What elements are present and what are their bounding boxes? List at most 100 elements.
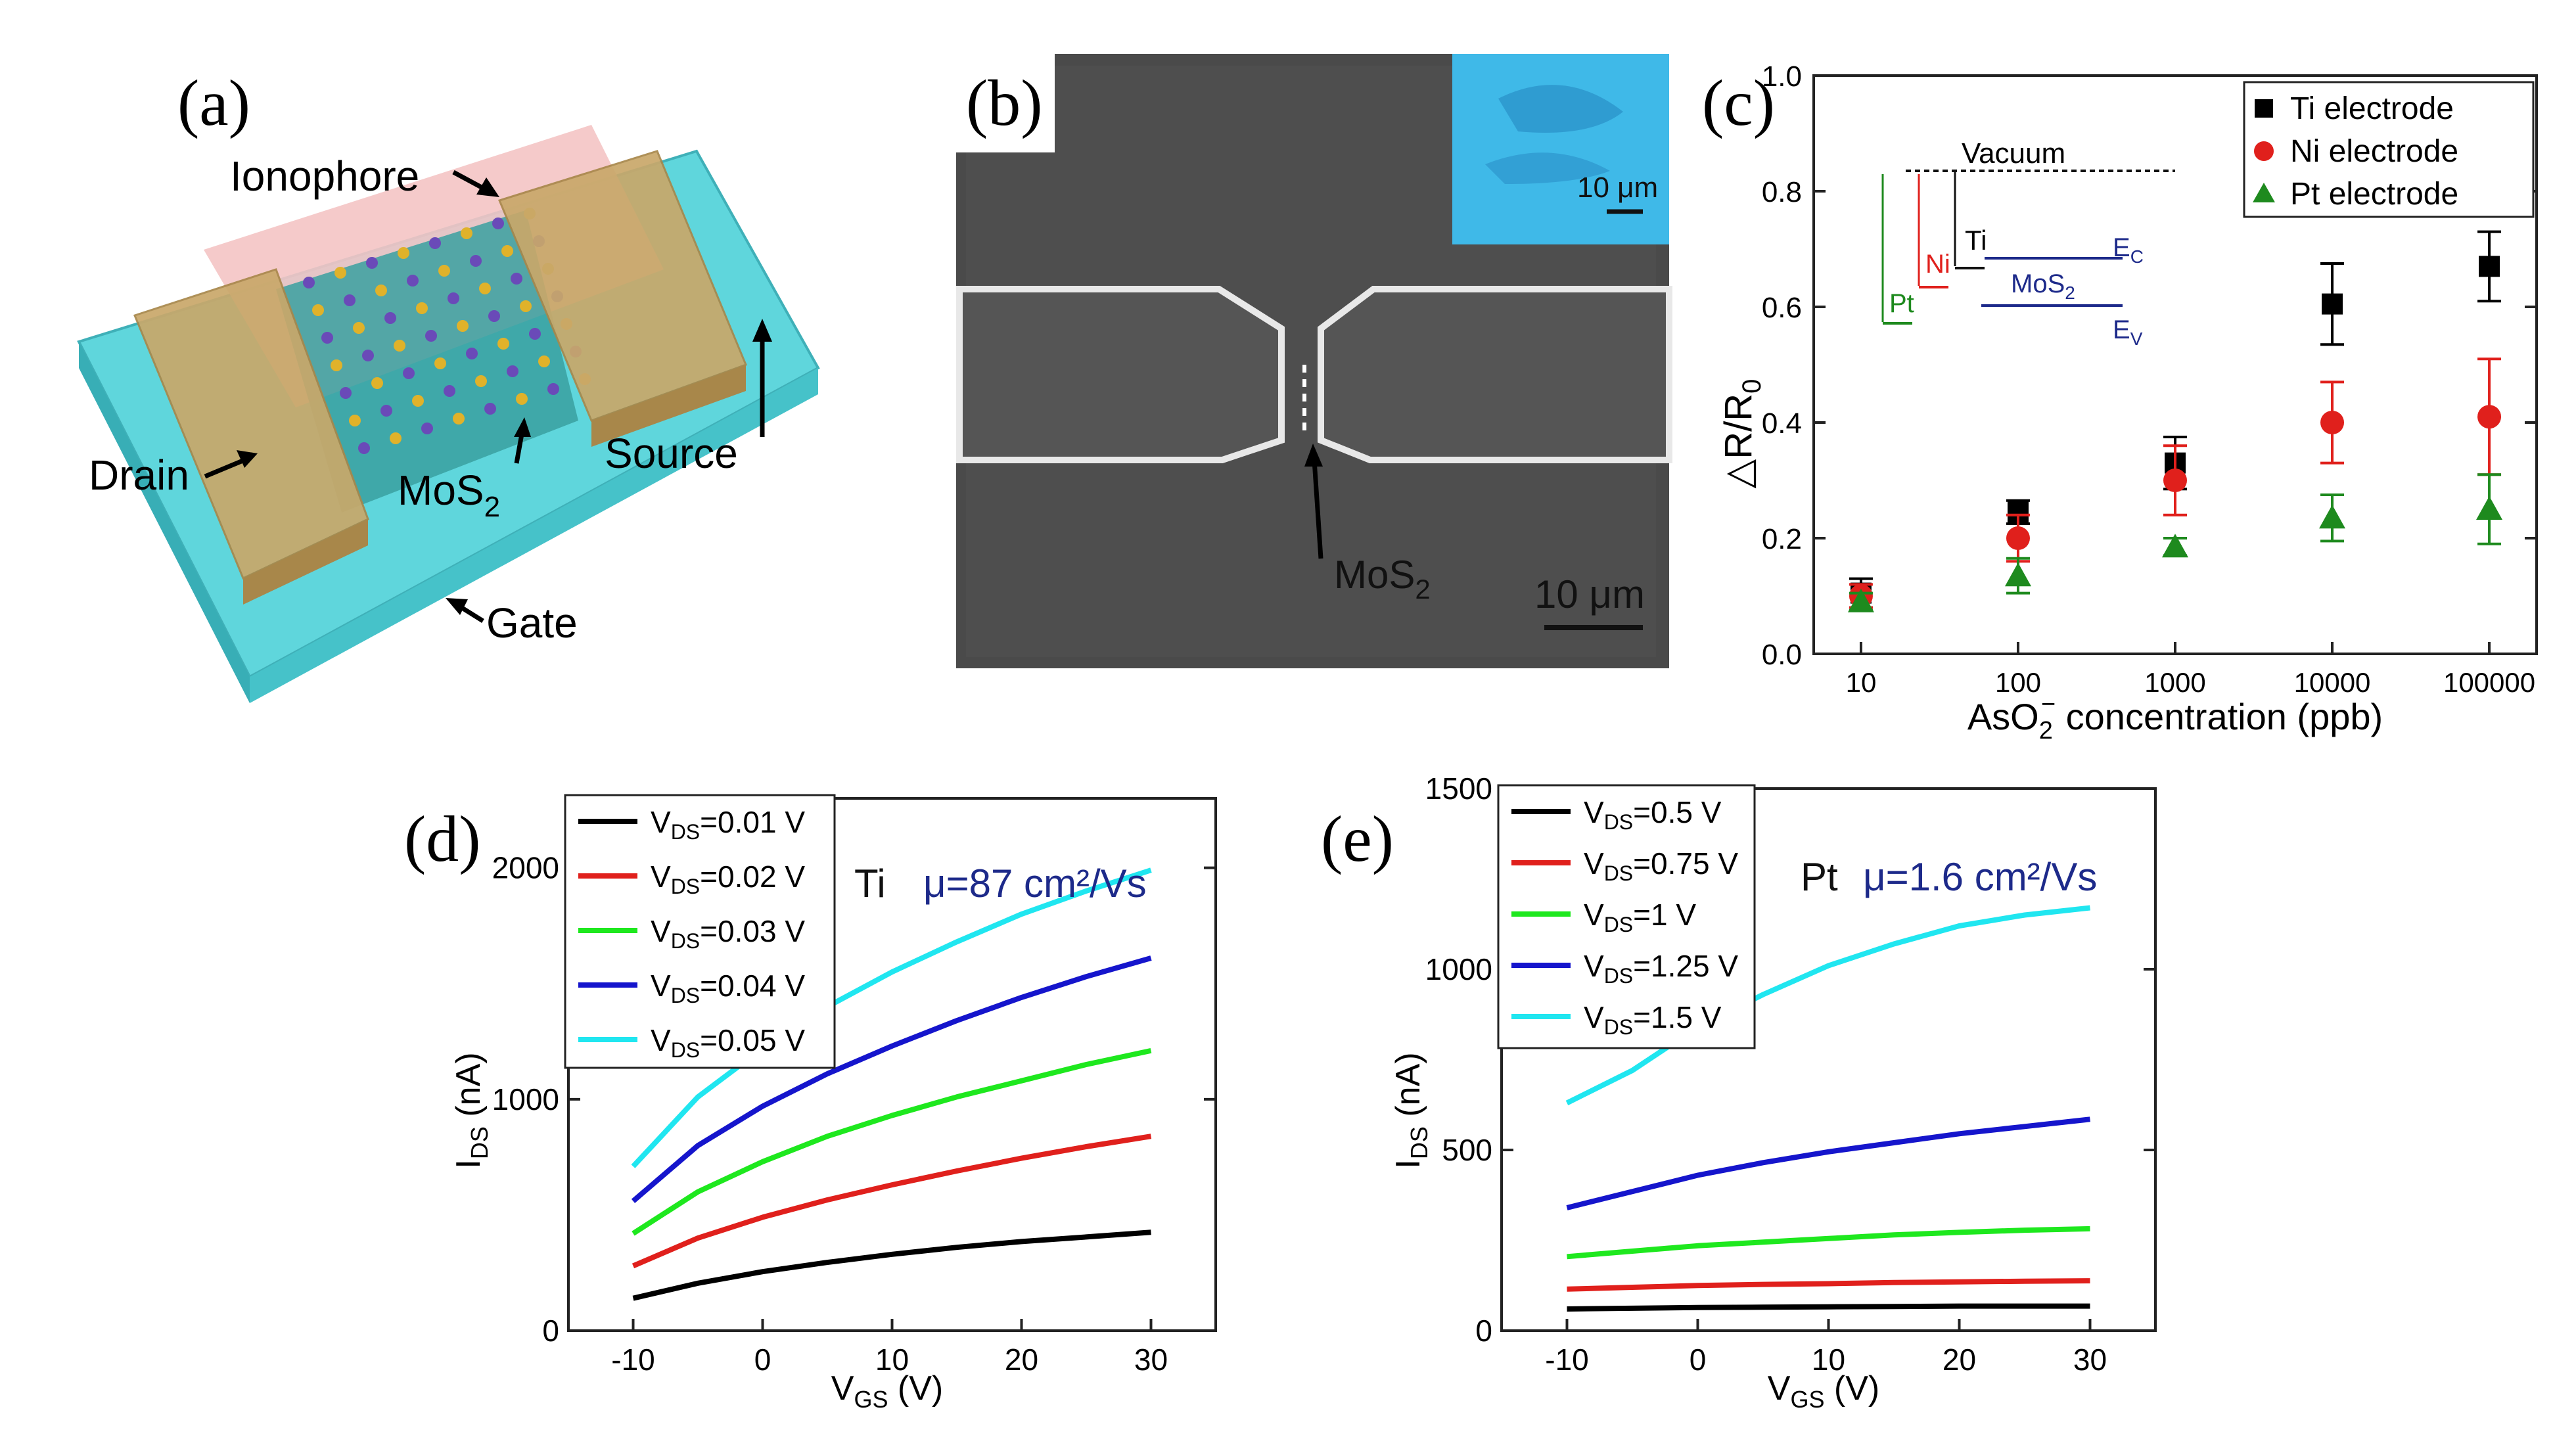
plot-c-axes: 0.0 0.2 0.4 0.6 0.8 1.0 10 100 1000 10000 100000 xyxy=(1762,60,2537,698)
data-point-triangle xyxy=(2004,562,2031,587)
lattice-atom xyxy=(538,356,550,367)
x-tick-label: -10 xyxy=(1545,1342,1588,1377)
panel-a-label: (a) xyxy=(177,66,250,139)
plot-e-xlabel: VGS (V) xyxy=(1768,1369,1879,1413)
lattice-atom xyxy=(497,338,509,350)
lattice-atom xyxy=(461,227,472,239)
sem-left-electrode xyxy=(956,286,1285,463)
plot-d-ylabel: IDS (nA) xyxy=(449,1052,493,1168)
drain-arrow xyxy=(204,457,246,479)
lattice-atom xyxy=(438,265,450,277)
lattice-atom xyxy=(358,442,370,454)
lattice-atom xyxy=(353,322,365,334)
lattice-atom xyxy=(547,383,559,395)
y-tick-label: 1500 xyxy=(1425,771,1492,806)
panel-d-label: (d) xyxy=(404,802,481,875)
plot-d-legend-items: VDS=0.01 V VDS=0.02 V VDS=0.03 V VDS=0.04 V… xyxy=(578,805,805,1062)
lattice-atom xyxy=(366,257,378,269)
gate-substrate-side-front xyxy=(250,368,818,703)
lattice-atom xyxy=(375,285,387,296)
mos2-lattice xyxy=(303,208,591,454)
lattice-atom xyxy=(457,320,469,332)
lattice-atom xyxy=(448,292,459,304)
series-line xyxy=(1566,1116,2090,1210)
lattice-atom xyxy=(488,310,500,322)
plot-d-xlabel: VGS (V) xyxy=(831,1369,943,1413)
mos2-arrow-b xyxy=(1312,459,1323,559)
legend-marker xyxy=(2254,141,2274,161)
band-diagram: Vacuum Ti Ni Pt EC EV MoS2 xyxy=(1881,137,2175,349)
data-point-triangle xyxy=(2162,534,2188,558)
lattice-atom xyxy=(421,423,433,434)
legend-label: VDS=0.5 V xyxy=(1584,795,1722,834)
lattice-atom xyxy=(403,367,415,379)
x-tick-label: 100000 xyxy=(2443,667,2535,698)
lattice-atom xyxy=(416,302,428,314)
x-tick-label: 30 xyxy=(2073,1342,2107,1377)
y-tick-label: 1000 xyxy=(1425,952,1492,986)
series-line xyxy=(1565,905,2090,1106)
inset-flake-2 xyxy=(1485,152,1610,184)
y-tick-label: 0.6 xyxy=(1762,292,1802,324)
lattice-atom xyxy=(444,385,455,397)
source-electrode-side xyxy=(591,365,746,447)
inset-flake xyxy=(1498,85,1623,133)
lattice-atom xyxy=(371,377,383,389)
lattice-atom xyxy=(380,405,392,417)
legend-label: VDS=1 V xyxy=(1584,898,1696,936)
legend-label: Ti electrode xyxy=(2290,91,2454,126)
legend-label: VDS=0.05 V xyxy=(651,1023,805,1062)
plot-c-marks xyxy=(1847,230,2503,612)
gate-arrowhead xyxy=(446,598,468,615)
plot-d-metal: Ti xyxy=(854,861,886,906)
plot-c-legend-items: Ti electrode Ni electrode Pt electrode xyxy=(2253,91,2458,212)
mos2-arrowhead-a xyxy=(514,417,531,437)
lattice-atom xyxy=(434,357,446,369)
lattice-atom xyxy=(466,348,478,359)
legend-marker xyxy=(2255,99,2273,118)
series-line xyxy=(632,1134,1152,1269)
lattice-atom xyxy=(412,395,424,407)
lattice-atom xyxy=(516,393,528,405)
gate-substrate-side-left xyxy=(79,342,250,703)
lattice-atom xyxy=(362,350,374,361)
drain-label: Drain xyxy=(89,451,189,499)
panel-a: (a) Ionophore Drain MoS2 Source Gate xyxy=(77,66,820,703)
lattice-atom xyxy=(334,267,346,279)
mos2-label-a: MoS2 xyxy=(398,467,500,523)
ionophore-label: Ionophore xyxy=(230,152,419,200)
mos2-label-b: MoS2 xyxy=(1334,553,1431,605)
legend-label: VDS=0.03 V xyxy=(651,914,805,953)
optical-inset xyxy=(1452,54,1669,244)
legend-label: VDS=0.75 V xyxy=(1584,846,1738,885)
gate-label: Gate xyxy=(486,599,578,647)
x-tick-label: 20 xyxy=(1943,1342,1976,1377)
panel-b-label-box xyxy=(956,54,1055,152)
lattice-atom xyxy=(398,247,409,259)
plot-d-mobility: μ=87 cm²/Vs xyxy=(923,861,1147,906)
lattice-atom xyxy=(321,332,333,344)
x-tick-label: 1000 xyxy=(2144,667,2205,698)
legend-label: VDS=0.01 V xyxy=(651,805,805,844)
x-tick-label: 10 xyxy=(1812,1342,1845,1377)
x-tick-label: 10000 xyxy=(2294,667,2371,698)
plot-c-legend xyxy=(2243,81,2535,218)
panel-b: 10 μm (b) MoS2 10 μm xyxy=(956,54,1672,668)
mos2-arrowhead-b xyxy=(1304,444,1323,467)
lattice-atom xyxy=(453,413,465,424)
y-tick-label: 0.0 xyxy=(1762,639,1802,671)
ti-band-label: Ti xyxy=(1965,225,1987,256)
lattice-atom xyxy=(312,304,324,316)
lattice-atom xyxy=(492,218,504,229)
plot-d-lines xyxy=(631,867,1152,1301)
series-line xyxy=(1567,1278,2090,1292)
inset-scale-label: 10 μm xyxy=(1577,172,1658,204)
pt-band-label: Pt xyxy=(1889,289,1914,318)
lattice-atom xyxy=(394,340,405,352)
legend-label: VDS=1.25 V xyxy=(1584,949,1738,988)
panel-c-label: (c) xyxy=(1702,66,1775,139)
lattice-atom xyxy=(425,330,437,342)
scale-bar-label: 10 μm xyxy=(1534,572,1645,616)
